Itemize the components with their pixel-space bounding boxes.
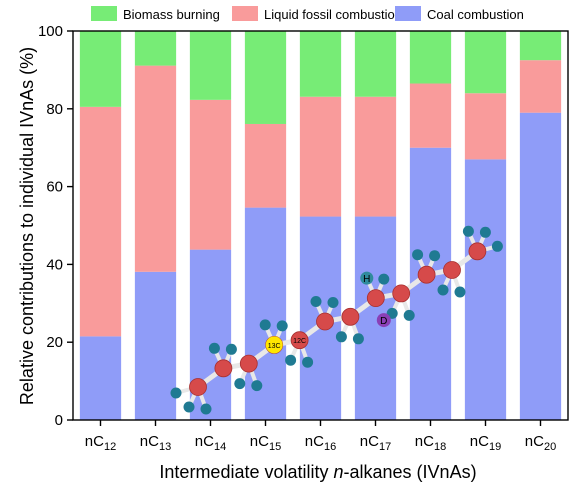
hydrogen-atom [403,309,415,321]
carbon-atom [468,242,487,261]
x-tick-label-nc15: nC15 [250,433,281,453]
bar-coal-combustion-nc13 [134,271,177,420]
bar-biomass-burning-nc13 [134,31,177,66]
hydrogen-atom [259,319,271,331]
legend: Biomass burning Liquid fossil combustion C… [91,6,524,22]
bar-liquid-fossil-combustion-nc13 [134,65,177,272]
carbon-12-label: 12C [293,338,306,345]
hydrogen-label: H [363,274,370,285]
bar-liquid-fossil-combustion-nc12 [79,106,122,337]
y-tick-label-80: 80 [46,101,63,118]
hydrogen-atom [437,284,449,296]
bar-biomass-burning-nc16 [299,31,342,97]
carbon-atom [417,265,436,284]
hydrogen-atom [225,343,237,355]
bar-liquid-fossil-combustion-nc16 [299,96,342,217]
hydrogen-atom [251,380,263,392]
hydrogen-atom [234,378,246,390]
hydrogen-atom [462,225,474,237]
bar-biomass-burning-nc20 [519,31,562,61]
hydrogen-atom [208,342,220,354]
x-tick-label-nc13: nC13 [140,433,171,453]
carbon-atom [341,307,360,326]
hydrogen-atom [310,296,322,307]
bar-biomass-burning-nc15 [244,31,287,124]
x-axis-label-prefix: Intermediate volatility [159,462,333,482]
carbon-atom [290,331,309,350]
bar-liquid-fossil-combustion-nc14 [189,99,232,250]
bar-coal-combustion-nc12 [79,336,122,420]
carbon-atom [189,378,207,396]
x-axis-label-suffix: -alkanes (IVnAs) [344,462,477,482]
carbon-atom [392,284,411,303]
x-tick-label-nc17: nC17 [360,433,391,453]
y-tick-label-0: 0 [55,412,63,429]
hydrogen-atom [429,250,441,262]
bar-liquid-fossil-combustion-nc18 [409,83,452,148]
y-axis-label: Relative contributions to individual IVn… [17,47,37,405]
x-tick-label-nc12: nC12 [85,433,116,453]
legend-swatch-coal-combustion [395,6,421,21]
carbon-atom [443,261,461,279]
bar-liquid-fossil-combustion-nc15 [244,123,287,208]
bar-coal-combustion-nc19 [464,159,507,420]
hydrogen-atom [454,286,466,298]
carbon-atom [239,354,258,373]
bar-biomass-burning-nc14 [189,31,232,100]
bars-layer [79,31,562,420]
hydrogen-atom [302,356,314,368]
hydrogen-atom [412,249,424,261]
x-tick-label-nc16: nC16 [305,433,336,453]
hydrogen-atom [335,331,347,343]
x-axis-label: Intermediate volatility n-alkanes (IVnAs… [159,462,476,482]
hydrogen-atom [200,403,212,415]
hydrogen-atom [285,354,297,366]
legend-label-liquid-fossil-combustion: Liquid fossil combustion [264,7,402,22]
bar-coal-combustion-nc15 [244,207,287,420]
carbon-13-atom [265,336,283,354]
hydrogen-atom [479,226,491,238]
y-tick-label-60: 60 [46,179,63,196]
bar-coal-combustion-nc20 [519,112,562,420]
deuterium-atom [376,313,391,328]
carbon-atom [366,289,385,308]
hydrogen-atom [491,240,503,252]
axes: 0 20 40 60 80 100 nC12 nC13 nC14 nC15 nC16 nC17 nC18… [38,23,569,453]
bar-biomass-burning-nc12 [79,31,122,107]
deuterium-label: D [380,316,387,327]
x-tick-label-nc20: nC20 [525,433,556,453]
legend-label-biomass-burning: Biomass burning [123,7,220,22]
legend-swatch-liquid-fossil-combustion [232,6,258,21]
alkane-molecule-illustration: 13C 12C H D [170,225,503,415]
bar-biomass-burning-nc19 [464,31,507,94]
y-tick-label-100: 100 [38,23,63,40]
bar-liquid-fossil-combustion-nc20 [519,60,562,113]
x-axis-label-italic: n [334,462,344,482]
carbon-atom [214,359,233,378]
hydrogen-atom [276,320,288,332]
bar-liquid-fossil-combustion-nc17 [354,96,397,217]
x-tick-label-nc18: nC18 [415,433,446,453]
x-tick-label-nc14: nC14 [195,433,226,453]
bar-liquid-fossil-combustion-nc19 [464,93,507,160]
bar-biomass-burning-nc17 [354,31,397,97]
hydrogen-label-atom [360,271,374,285]
y-tick-label-20: 20 [46,334,63,351]
hydrogen-atom [170,387,182,399]
hydrogen-atom [352,333,364,345]
legend-label-coal-combustion: Coal combustion [427,7,524,22]
x-tick-label-nc19: nC19 [470,433,501,453]
legend-swatch-biomass-burning [91,6,117,21]
carbon-atom [316,312,334,331]
hydrogen-atom [327,297,339,308]
bar-biomass-burning-nc18 [409,31,452,84]
hydrogen-atom [378,273,390,285]
hydrogen-atom [183,401,195,413]
carbon-13-label: 13C [268,343,281,350]
y-tick-label-40: 40 [46,256,63,273]
